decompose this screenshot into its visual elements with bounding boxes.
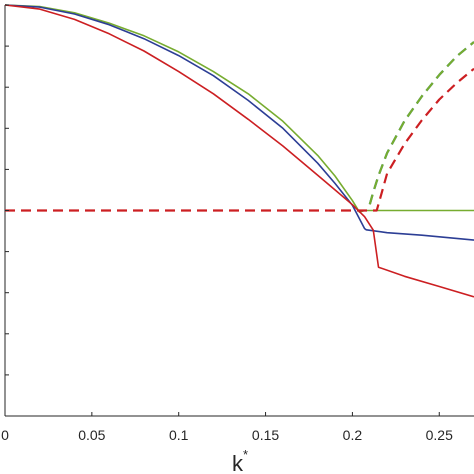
series-group [4, 4, 474, 298]
x-tick-label: 0.1 [169, 427, 189, 443]
x-tick-label: 0 [1, 427, 9, 443]
y-ticks [5, 4, 9, 417]
series-line-6-dashed [5, 67, 474, 212]
series-line-5-solid [4, 4, 474, 298]
x-axis-label-superscript: * [243, 447, 248, 462]
x-axis-label: k* [232, 447, 248, 474]
x-tick-label: 0.25 [426, 427, 453, 443]
x-tick-label: 0.15 [252, 427, 279, 443]
series-line-3-dashed [368, 41, 474, 205]
x-tick-label: 0.05 [78, 427, 105, 443]
series-line-4-solid [4, 4, 474, 241]
plot-area: 0 0.05 0.1 0.15 0.2 0.25 [1, 4, 474, 443]
x-axis-label-text: k [232, 451, 244, 474]
series-line-1-solid [4, 4, 474, 213]
x-ticks: 0 0.05 0.1 0.15 0.2 0.25 [1, 412, 453, 443]
x-tick-label: 0.2 [343, 427, 363, 443]
